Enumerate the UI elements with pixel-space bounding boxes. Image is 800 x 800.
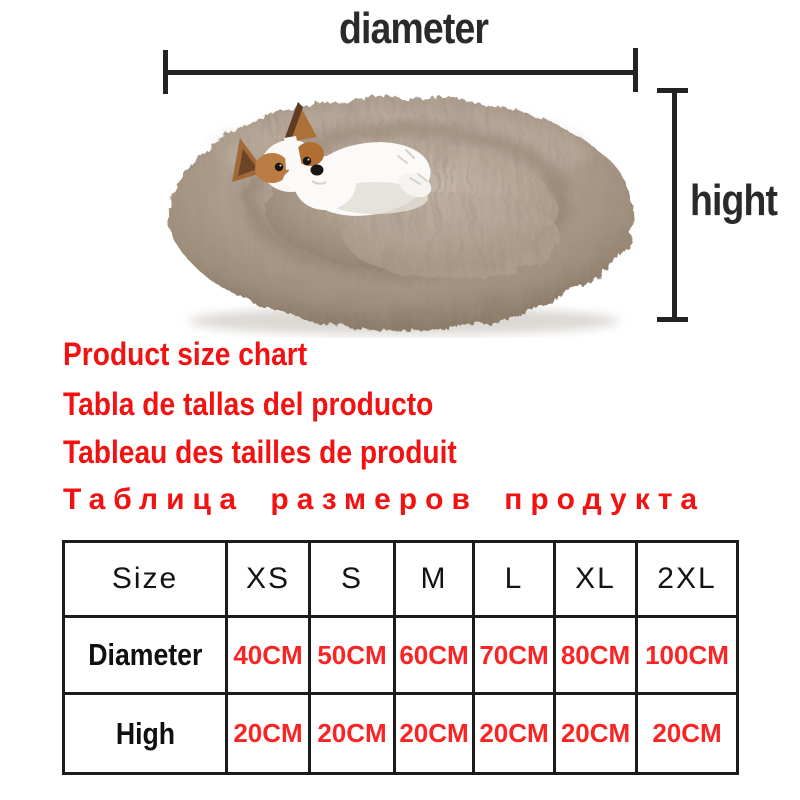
dog — [232, 102, 432, 216]
high-value-l: 20CM — [472, 692, 556, 775]
high-value-xl: 20CM — [553, 692, 638, 775]
col-header-m: M — [393, 540, 475, 618]
height-label: hight — [690, 176, 778, 225]
dog-muzzle — [283, 169, 315, 191]
heading-product-size-chart-en: Product size chart — [63, 336, 308, 372]
col-header-2xl: 2XL — [635, 540, 739, 618]
row-label-high: High — [62, 692, 228, 775]
high-value-2xl: 20CM — [635, 692, 739, 775]
col-header-l: L — [472, 540, 556, 618]
size-table: Size XS S M L XL 2XL Diameter 40CM 50CM … — [62, 540, 739, 775]
dog-cheek-patch — [255, 153, 289, 183]
diameter-dimension-line — [165, 70, 635, 75]
size-table-diameter-row: Diameter 40CM 50CM 60CM 70CM 80CM 100CM — [62, 615, 739, 695]
heading-product-size-chart-es: Tabla de tallas del producto — [63, 386, 434, 422]
high-value-m: 20CM — [393, 692, 475, 775]
diameter-value-2xl: 100CM — [635, 615, 739, 695]
height-top-tick — [657, 88, 688, 93]
height-bottom-tick — [657, 317, 688, 322]
diameter-value-s: 50CM — [308, 615, 396, 695]
dog-right-eye — [302, 156, 312, 166]
product-photo-dog-bed — [162, 86, 648, 338]
diameter-value-xs: 40CM — [225, 615, 311, 695]
diameter-value-xl: 80CM — [553, 615, 638, 695]
col-header-xs: XS — [225, 540, 311, 618]
size-table-high-row: High 20CM 20CM 20CM 20CM 20CM 20CM — [62, 692, 739, 775]
dog-paw-upper — [389, 150, 417, 174]
size-table-header-row: Size XS S M L XL 2XL — [62, 540, 739, 618]
col-header-size: Size — [62, 540, 228, 618]
high-value-xs: 20CM — [225, 692, 311, 775]
dog-blaze — [284, 136, 302, 170]
row-label-diameter: Diameter — [62, 615, 228, 695]
plush-donut-bed — [162, 86, 648, 338]
diameter-label: diameter — [339, 4, 489, 53]
high-value-s: 20CM — [308, 692, 396, 775]
heading-product-size-chart-ru: Таблица размеров продукта — [63, 483, 706, 516]
diameter-left-tick — [163, 50, 168, 94]
dog-left-eye — [274, 162, 284, 172]
heading-product-size-chart-fr: Tableau des tailles de produit — [63, 434, 457, 470]
diameter-value-m: 60CM — [393, 615, 475, 695]
col-header-s: S — [308, 540, 396, 618]
col-header-xl: XL — [553, 540, 638, 618]
dog-mouth — [311, 180, 327, 185]
diameter-value-l: 70CM — [472, 615, 556, 695]
height-dimension-line — [672, 90, 677, 320]
dog-nose — [310, 164, 324, 176]
diameter-right-tick — [633, 48, 638, 92]
